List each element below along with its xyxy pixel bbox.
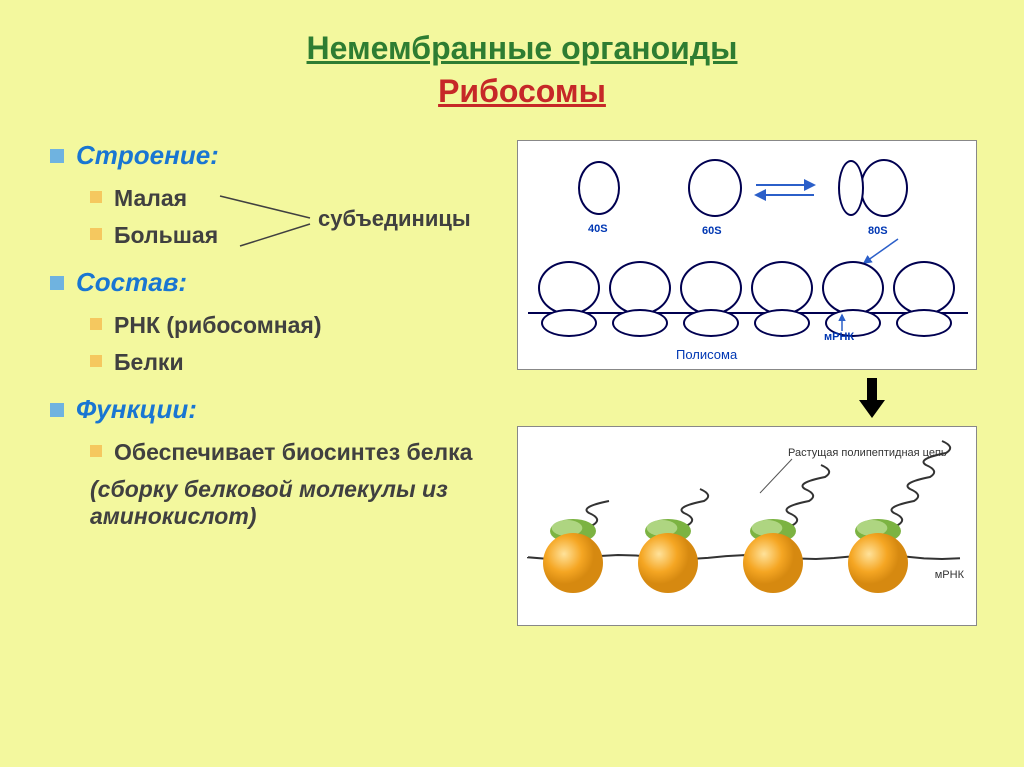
diagram-subunits-polysome: 40S60S 80S мРНКПолисома xyxy=(517,140,977,370)
bullet-square-icon xyxy=(50,276,64,290)
text-column: Строение: Малая Большая Состав: РНК (риб… xyxy=(50,140,480,626)
item-proteins: Белки xyxy=(90,349,480,376)
heading-label: Функции: xyxy=(76,394,197,425)
heading-label: Строение: xyxy=(76,140,219,171)
item-rna: РНК (рибосомная) xyxy=(90,312,480,339)
item-label: Обеспечивает биосинтез белка xyxy=(114,439,472,466)
heading-label: Состав: xyxy=(76,267,187,298)
bullet-square-icon xyxy=(90,191,102,203)
item-biosynthesis: Обеспечивает биосинтез белка xyxy=(90,439,480,466)
item-label: Белки xyxy=(114,349,184,376)
heading-functions: Функции: xyxy=(50,394,480,425)
content-row: Строение: Малая Большая Состав: РНК (риб… xyxy=(50,140,994,626)
title-block: Немембранные органоиды Рибосомы xyxy=(50,30,994,110)
heading-composition: Состав: xyxy=(50,267,480,298)
heading-structure: Строение: xyxy=(50,140,480,171)
title-sub: Рибосомы xyxy=(50,73,994,110)
bullet-square-icon xyxy=(90,318,102,330)
diagram-column: 40S60S 80S мРНКПолисома Растущая полипеп… xyxy=(500,140,994,626)
subunit-side-label: субъединицы xyxy=(318,206,471,232)
slide: Немембранные органоиды Рибосомы Строение… xyxy=(0,0,1024,767)
bullet-square-icon xyxy=(50,403,64,417)
item-label: Большая xyxy=(114,222,218,249)
bullet-square-icon xyxy=(90,228,102,240)
item-label: Малая xyxy=(114,185,187,212)
item-note: (сборку белковой молекулы из аминокислот… xyxy=(90,476,480,530)
note-label: (сборку белковой молекулы из аминокислот… xyxy=(90,476,448,529)
bullet-square-icon xyxy=(90,355,102,367)
item-label: РНК (рибосомная) xyxy=(114,312,322,339)
bullet-square-icon xyxy=(90,445,102,457)
title-main: Немембранные органоиды xyxy=(50,30,994,67)
diagram-translation: Растущая полипептидная цепьмРНК xyxy=(517,426,977,626)
down-arrow-icon xyxy=(857,378,887,418)
bullet-square-icon xyxy=(50,149,64,163)
